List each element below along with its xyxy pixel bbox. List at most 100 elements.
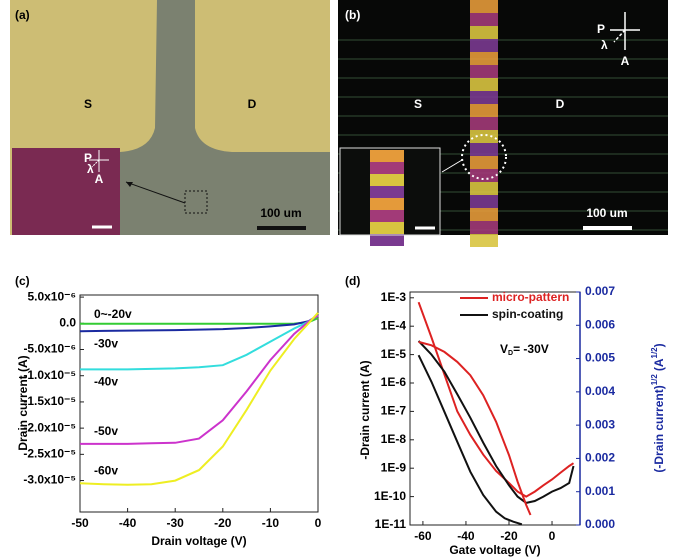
x-tick-label: -40 (119, 516, 137, 530)
stripe (470, 143, 498, 156)
y2-tick-label: 0.001 (585, 484, 615, 498)
stripe (470, 13, 498, 26)
x-tick-label: -20 (214, 516, 232, 530)
scale-label: 100 um (260, 206, 301, 220)
polarizer-label: λ (601, 38, 608, 52)
stripe (470, 234, 498, 247)
region-label: S (84, 97, 92, 111)
y-tick-label: -5.0x10⁻⁶ (23, 342, 76, 356)
y2-tick-label: 0.002 (585, 451, 615, 465)
stripe (370, 234, 404, 246)
y-tick-label: 1E-7 (381, 404, 407, 418)
arrow (441, 159, 463, 173)
stripe (470, 104, 498, 117)
stripe (470, 169, 498, 182)
stripe (470, 130, 498, 143)
stripe (370, 150, 404, 162)
region-label: D (556, 97, 565, 111)
label-part: (-Drain current) (652, 385, 666, 472)
polarizer-label: A (95, 172, 104, 186)
y-tick-label: -2.0x10⁻⁵ (23, 420, 76, 434)
y-tick-label: 1E-4 (381, 318, 407, 332)
y2-tick-label: 0.005 (585, 351, 615, 365)
zoom-circle (461, 134, 507, 180)
stripe (370, 162, 404, 174)
panel-b (338, 0, 668, 247)
plot-frame (79, 294, 319, 513)
label-sup: 1/2 (650, 374, 659, 386)
stripe (470, 182, 498, 195)
arrowhead (126, 182, 133, 187)
stripe (470, 52, 498, 65)
annotation: VD= -30V (500, 342, 549, 357)
series-label: -40v (94, 375, 118, 389)
region-label: S (414, 97, 422, 111)
x-axis-label: Gate voltage (V) (449, 543, 540, 557)
x-tick-label: 0 (549, 529, 556, 543)
x-axis-label: Drain voltage (V) (151, 534, 246, 548)
y-tick-label: -1.5x10⁻⁵ (23, 394, 76, 408)
annotation-sub: D (508, 350, 513, 357)
label-part: (A (652, 358, 666, 371)
y-tick-label: 0.0 (59, 315, 76, 329)
y2-tick-label: 0.004 (585, 384, 615, 398)
legend-label: micro-pattern (492, 290, 569, 304)
y-tick-label: 1E-6 (381, 375, 407, 389)
stripe (470, 0, 498, 13)
stripe (470, 65, 498, 78)
annotation-part: = -30V (513, 342, 549, 356)
y-axis-label: Drain current (A) (16, 355, 30, 450)
polarizer-cross (610, 12, 640, 50)
y-tick-label: 1E-3 (381, 290, 407, 304)
series-line (80, 314, 319, 445)
y2-axis-label: (-Drain current)1/2(A1/2) (650, 343, 666, 472)
stripe (470, 117, 498, 130)
y-tick-label: -1.0x10⁻⁵ (23, 368, 76, 382)
arrow (125, 181, 186, 204)
x-tick-label: -20 (500, 529, 518, 543)
x-tick-label: -40 (457, 529, 475, 543)
panel-a: (a) S D 100 um P λ A (10, 0, 330, 235)
panel-label: (a) (15, 8, 30, 22)
panel-label: (c) (15, 274, 30, 288)
y-axis-label: -Drain current (A) (358, 360, 372, 459)
series-line (417, 354, 523, 526)
legend-label: spin-coating (492, 307, 563, 321)
region-label: D (248, 97, 257, 111)
stripe (470, 195, 498, 208)
series-line (79, 314, 319, 333)
y-tick-label: 1E-10 (374, 489, 406, 503)
stripe (370, 186, 404, 198)
stripe (470, 208, 498, 221)
series-label: 0~-20v (94, 307, 132, 321)
label-sup: 1/2 (650, 347, 659, 359)
y-tick-label: -2.5x10⁻⁵ (23, 447, 76, 461)
y-tick-label: 1E-5 (381, 347, 407, 361)
series-label: -30v (94, 336, 118, 350)
y-tick-label: 5.0x10⁻⁶ (27, 289, 76, 303)
y2-tick-label: 0.003 (585, 417, 615, 431)
polarizer-label: P (597, 22, 605, 36)
series-label: -50v (94, 424, 118, 438)
y-tick-label: 1E-11 (375, 517, 407, 531)
stripe (470, 26, 498, 39)
series-line (417, 340, 575, 504)
x-tick-label: 0 (315, 516, 322, 530)
y2-tick-label: 0.006 (585, 317, 615, 331)
stripe (370, 222, 404, 234)
y-tick-label: 1E-8 (381, 432, 407, 446)
stripe (470, 91, 498, 104)
stripe (470, 156, 498, 169)
polarizer-cross (89, 150, 109, 172)
polarizer-label: A (621, 54, 630, 68)
polarizer-label: λ (87, 162, 94, 176)
y-tick-label: -3.0x10⁻⁵ (23, 473, 76, 487)
x-tick-label: -30 (167, 516, 185, 530)
series-line (80, 314, 319, 371)
panel-label: (d) (345, 274, 360, 288)
inset (12, 148, 120, 235)
series-line (417, 301, 575, 498)
stripe (470, 221, 498, 234)
annotation-part: V (500, 342, 508, 356)
